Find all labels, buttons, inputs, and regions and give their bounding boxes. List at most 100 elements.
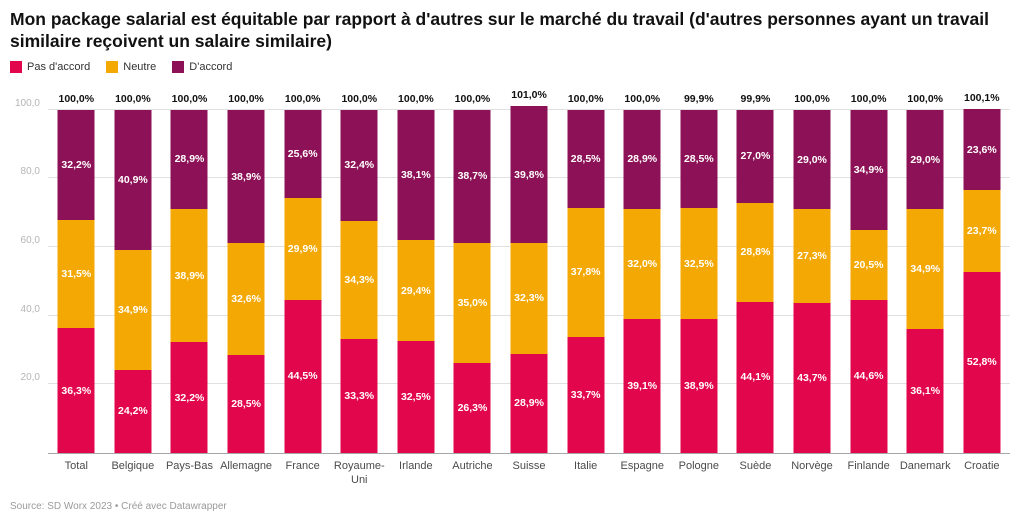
bar-segment-label: 29,0% bbox=[910, 153, 941, 166]
bar-segment: 38,7% bbox=[453, 109, 491, 243]
bar-segment-label: 28,5% bbox=[683, 153, 714, 166]
bar-segment-label: 32,2% bbox=[61, 159, 92, 172]
bar-column: 32,2% 31,5% 36,3% 100,0% bbox=[48, 93, 105, 453]
bar-column: 38,9% 32,6% 28,5% 100,0% bbox=[218, 93, 275, 453]
bar-total-label: 100,0% bbox=[58, 92, 95, 105]
bar-segment-label: 29,0% bbox=[797, 153, 827, 166]
bar-segment: 32,2% bbox=[57, 109, 95, 221]
bar-segment: 39,1% bbox=[623, 318, 661, 453]
bar-stack: 28,5% 37,8% 33,7% bbox=[567, 109, 605, 453]
bar-stack: 39,8% 32,3% 28,9% bbox=[510, 106, 548, 453]
bar-segment: 32,3% bbox=[510, 242, 548, 354]
bar-segment: 26,3% bbox=[453, 362, 491, 453]
stacked-bar-chart: 20,0 40,0 60,0 80,0 100,0 32,2% 31,5% 36,3% 100,… bbox=[10, 89, 1011, 488]
bar-segment: 34,9% bbox=[906, 209, 944, 329]
bar-segment-label: 32,3% bbox=[514, 292, 544, 305]
x-axis-label: Suisse bbox=[512, 459, 546, 472]
y-tick-label: 80,0 bbox=[20, 166, 40, 178]
bar-segment-label: 34,9% bbox=[910, 263, 941, 276]
bar-segment-label: 28,9% bbox=[627, 153, 658, 166]
y-tick-label: 60,0 bbox=[20, 234, 40, 246]
bar-total-label: 100,0% bbox=[284, 92, 321, 105]
bar-segment: 32,4% bbox=[340, 109, 378, 221]
bar-segment-label: 32,2% bbox=[174, 391, 205, 404]
bar-column: 28,5% 37,8% 33,7% 100,0% bbox=[557, 93, 614, 453]
bar-total-label: 100,0% bbox=[228, 92, 264, 105]
bar-stack: 25,6% 29,9% 44,5% bbox=[284, 109, 322, 453]
x-axis-label: Pologne bbox=[678, 459, 720, 472]
bar-stack: 28,5% 32,5% 38,9% bbox=[680, 110, 718, 453]
bar-segment: 28,5% bbox=[227, 355, 265, 453]
legend-swatch bbox=[106, 60, 119, 73]
bar-stack: 29,0% 34,9% 36,1% bbox=[906, 109, 944, 453]
bar-stack: 28,9% 38,9% 32,2% bbox=[170, 109, 208, 453]
chart-title: Mon package salarial est équitable par r… bbox=[10, 9, 989, 52]
bar-segment-label: 39,8% bbox=[514, 168, 544, 181]
legend-swatch bbox=[10, 60, 22, 73]
bar-total-label: 99,9% bbox=[683, 93, 714, 106]
bar-segment-label: 37,8% bbox=[570, 266, 601, 279]
bar-segment: 20,5% bbox=[850, 229, 888, 300]
bar-stack: 38,7% 35,0% 26,3% bbox=[453, 109, 491, 453]
bar-segment: 29,9% bbox=[284, 197, 322, 301]
x-axis-label: Croatie bbox=[964, 459, 1000, 472]
bar-segment: 33,3% bbox=[340, 338, 378, 453]
bar-segment-label: 39,1% bbox=[627, 379, 658, 392]
bar-stack: 40,9% 34,9% 24,2% bbox=[114, 109, 152, 453]
bar-segment: 34,9% bbox=[850, 109, 888, 230]
bar-segment-label: 23,6% bbox=[966, 143, 997, 156]
bar-segment-label: 27,0% bbox=[740, 150, 771, 163]
plot-area: 20,0 40,0 60,0 80,0 100,0 32,2% 31,5% 36,3% 100,… bbox=[15, 89, 1011, 454]
bar-segment: 27,3% bbox=[793, 209, 831, 303]
bar-stack: 27,0% 28,8% 44,1% bbox=[736, 110, 774, 453]
bar-segment-label: 44,1% bbox=[740, 371, 771, 384]
x-axis: Total Belgique Pays-Bas Allemagne France Roya… bbox=[48, 454, 1010, 488]
bar-segment: 28,5% bbox=[680, 110, 718, 208]
bar-segment-label: 26,3% bbox=[457, 401, 488, 414]
bar-segment-label: 25,6% bbox=[287, 147, 318, 160]
bar-column: 23,6% 23,7% 52,8% 100,1% bbox=[954, 92, 1011, 453]
bar-segment: 38,1% bbox=[397, 109, 435, 241]
bar-segment-label: 28,5% bbox=[231, 397, 261, 410]
bar-segment: 36,3% bbox=[57, 328, 95, 453]
bar-stack: 28,9% 32,0% 39,1% bbox=[623, 109, 661, 453]
bar-segment-label: 40,9% bbox=[118, 173, 148, 186]
bar-segment: 34,3% bbox=[340, 220, 378, 339]
bar-segment: 31,5% bbox=[57, 220, 95, 329]
bar-segment: 29,0% bbox=[793, 109, 831, 210]
footer-attribution: Source: SD Worx 2023 • Créé avec Datawra… bbox=[10, 501, 227, 513]
x-axis-label: Irlande bbox=[399, 459, 433, 472]
x-axis-label: Royaume-Uni bbox=[333, 459, 385, 486]
bar-segment: 24,2% bbox=[114, 369, 152, 453]
bar-segment: 29,4% bbox=[397, 240, 435, 342]
bar-segment: 44,6% bbox=[850, 299, 888, 453]
y-tick-label: 40,0 bbox=[20, 303, 40, 315]
bar-segment-label: 34,9% bbox=[118, 303, 148, 316]
bar-column: 40,9% 34,9% 24,2% 100,0% bbox=[105, 93, 162, 453]
bar-segment: 38,9% bbox=[170, 208, 208, 343]
x-axis-label: Allemagne bbox=[220, 459, 273, 472]
bar-column: 39,8% 32,3% 28,9% 101,0% bbox=[501, 89, 558, 453]
bar-stack: 23,6% 23,7% 52,8% bbox=[963, 109, 1001, 453]
bar-segment: 23,7% bbox=[963, 190, 1001, 272]
bar-segment-label: 28,9% bbox=[174, 153, 205, 166]
x-axis-label: Total bbox=[64, 459, 88, 472]
bar-segment: 32,0% bbox=[623, 208, 661, 319]
bar-segment: 33,7% bbox=[567, 337, 605, 453]
bar-segment: 44,1% bbox=[736, 301, 774, 453]
bar-column: 28,9% 38,9% 32,2% 100,0% bbox=[161, 93, 218, 453]
bar-column: 29,0% 27,3% 43,7% 100,0% bbox=[784, 93, 841, 453]
bar-segment: 28,5% bbox=[567, 109, 605, 208]
bar-total-label: 100,1% bbox=[963, 92, 1000, 105]
x-axis-label: Espagne bbox=[620, 459, 664, 472]
x-axis-label: Pays-Bas bbox=[165, 459, 214, 472]
bar-column: 32,4% 34,3% 33,3% 100,0% bbox=[331, 93, 388, 453]
x-axis-label: Autriche bbox=[452, 459, 493, 472]
bar-segment: 28,8% bbox=[736, 202, 774, 302]
bar-stack: 29,0% 27,3% 43,7% bbox=[793, 109, 831, 453]
bar-segment-label: 20,5% bbox=[853, 258, 884, 271]
bar-segment: 28,9% bbox=[623, 109, 661, 209]
bar-segment: 36,1% bbox=[906, 328, 944, 453]
x-axis-label: Suède bbox=[739, 459, 772, 472]
bar-stack: 38,9% 32,6% 28,5% bbox=[227, 109, 265, 453]
